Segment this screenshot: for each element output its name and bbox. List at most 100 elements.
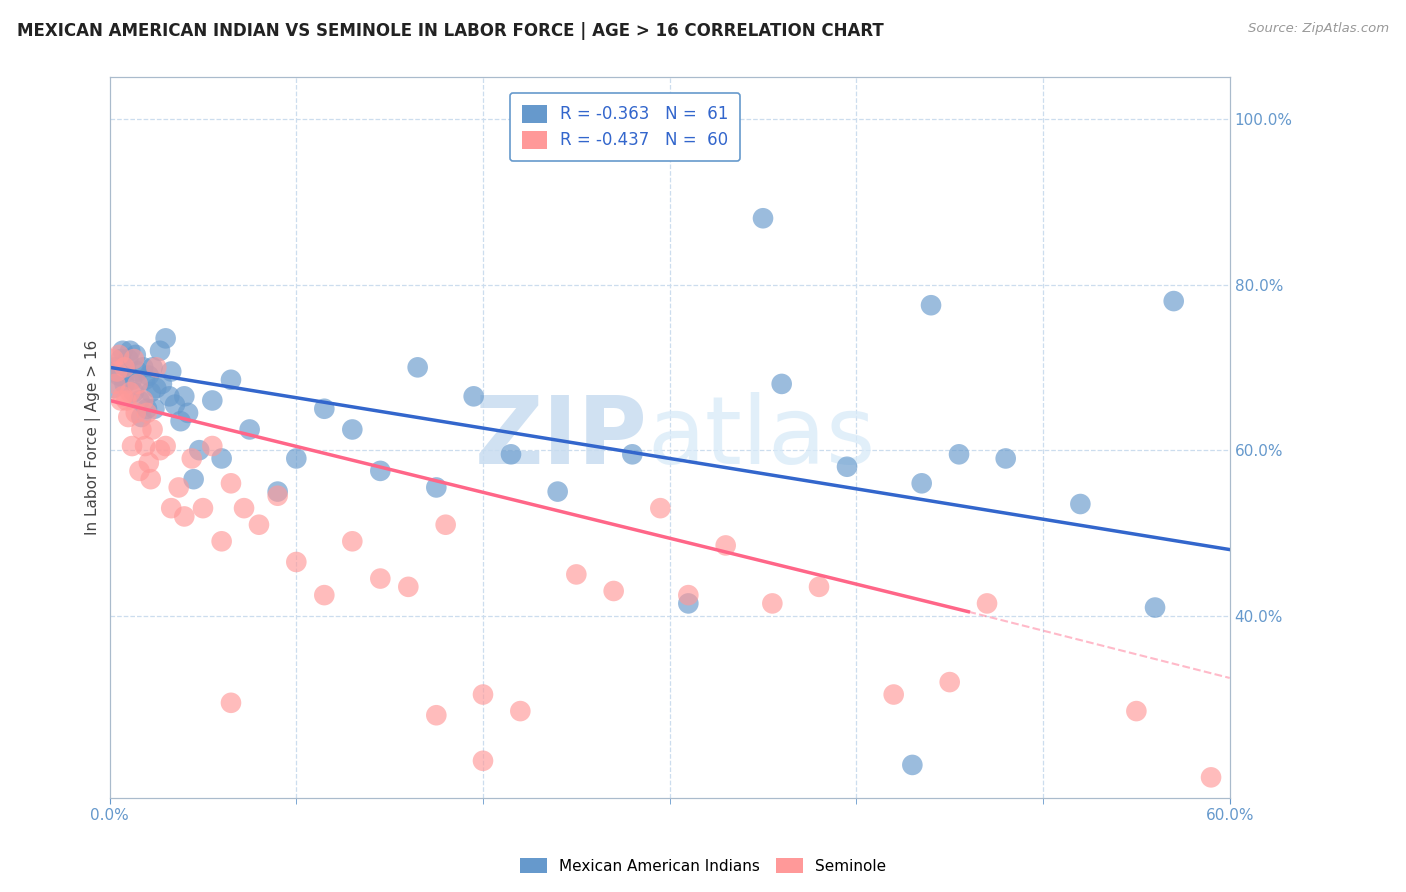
Point: [425, 480, 447, 494]
Point: [103, 352, 125, 367]
Point: [602, 584, 624, 599]
Point: [150, 376, 173, 391]
Point: [157, 389, 180, 403]
Point: [714, 538, 737, 552]
Point: [125, 348, 148, 362]
Point: [547, 484, 569, 499]
Point: [976, 596, 998, 610]
Point: [134, 439, 156, 453]
Text: Source: ZipAtlas.com: Source: ZipAtlas.com: [1249, 22, 1389, 36]
Point: [472, 754, 495, 768]
Point: [177, 406, 200, 420]
Point: [131, 422, 153, 436]
Point: [314, 588, 336, 602]
Point: [183, 472, 205, 486]
Point: [128, 393, 150, 408]
Point: [920, 298, 942, 312]
Point: [160, 364, 183, 378]
Point: [425, 708, 447, 723]
Point: [266, 484, 288, 499]
Point: [128, 464, 150, 478]
Point: [132, 393, 155, 408]
Point: [266, 489, 288, 503]
Point: [247, 517, 270, 532]
Text: ZIP: ZIP: [474, 392, 647, 483]
Point: [131, 410, 153, 425]
Point: [136, 401, 159, 416]
Point: [211, 534, 233, 549]
Point: [1163, 294, 1185, 309]
Point: [463, 389, 485, 403]
Point: [139, 472, 162, 486]
Point: [149, 343, 172, 358]
Text: MEXICAN AMERICAN INDIAN VS SEMINOLE IN LABOR FORCE | AGE > 16 CORRELATION CHART: MEXICAN AMERICAN INDIAN VS SEMINOLE IN L…: [17, 22, 883, 40]
Point: [142, 360, 165, 375]
Point: [145, 381, 167, 395]
Point: [139, 385, 162, 400]
Point: [509, 704, 531, 718]
Point: [142, 422, 165, 436]
Point: [155, 331, 177, 345]
Point: [173, 389, 195, 403]
Point: [1199, 770, 1222, 784]
Point: [211, 451, 233, 466]
Point: [368, 464, 391, 478]
Point: [114, 360, 136, 375]
Point: [110, 352, 132, 367]
Point: [342, 534, 364, 549]
Point: [103, 381, 125, 395]
Point: [883, 688, 905, 702]
Point: [761, 596, 783, 610]
Point: [948, 447, 970, 461]
Point: [111, 389, 134, 403]
Point: [108, 368, 131, 383]
Point: [105, 364, 128, 378]
Point: [1125, 704, 1147, 718]
Text: atlas: atlas: [647, 392, 876, 483]
Point: [125, 406, 148, 420]
Point: [120, 343, 142, 358]
Point: [808, 580, 831, 594]
Point: [114, 376, 136, 391]
Point: [434, 517, 457, 532]
Point: [621, 447, 644, 461]
Point: [499, 447, 522, 461]
Point: [127, 364, 149, 378]
Point: [314, 401, 336, 416]
Point: [127, 376, 149, 391]
Point: [678, 596, 700, 610]
Point: [201, 393, 224, 408]
Point: [219, 373, 242, 387]
Point: [108, 348, 131, 362]
Point: [145, 360, 167, 375]
Point: [752, 211, 775, 226]
Point: [835, 459, 858, 474]
Y-axis label: In Labor Force | Age > 16: In Labor Force | Age > 16: [86, 340, 101, 535]
Point: [1144, 600, 1167, 615]
Point: [180, 451, 202, 466]
Point: [121, 373, 143, 387]
Point: [121, 439, 143, 453]
Point: [104, 360, 127, 375]
Point: [239, 422, 262, 436]
Point: [650, 501, 672, 516]
Point: [911, 476, 934, 491]
Point: [138, 368, 160, 383]
Point: [117, 352, 139, 367]
Point: [120, 385, 142, 400]
Legend: Mexican American Indians, Seminole: Mexican American Indians, Seminole: [513, 852, 893, 880]
Point: [122, 352, 145, 367]
Point: [285, 451, 308, 466]
Point: [901, 758, 924, 772]
Point: [111, 343, 134, 358]
Point: [285, 555, 308, 569]
Point: [136, 406, 159, 420]
Point: [219, 696, 242, 710]
Point: [396, 580, 419, 594]
Point: [565, 567, 588, 582]
Point: [117, 410, 139, 425]
Point: [191, 501, 214, 516]
Point: [368, 572, 391, 586]
Point: [219, 476, 242, 491]
Point: [173, 509, 195, 524]
